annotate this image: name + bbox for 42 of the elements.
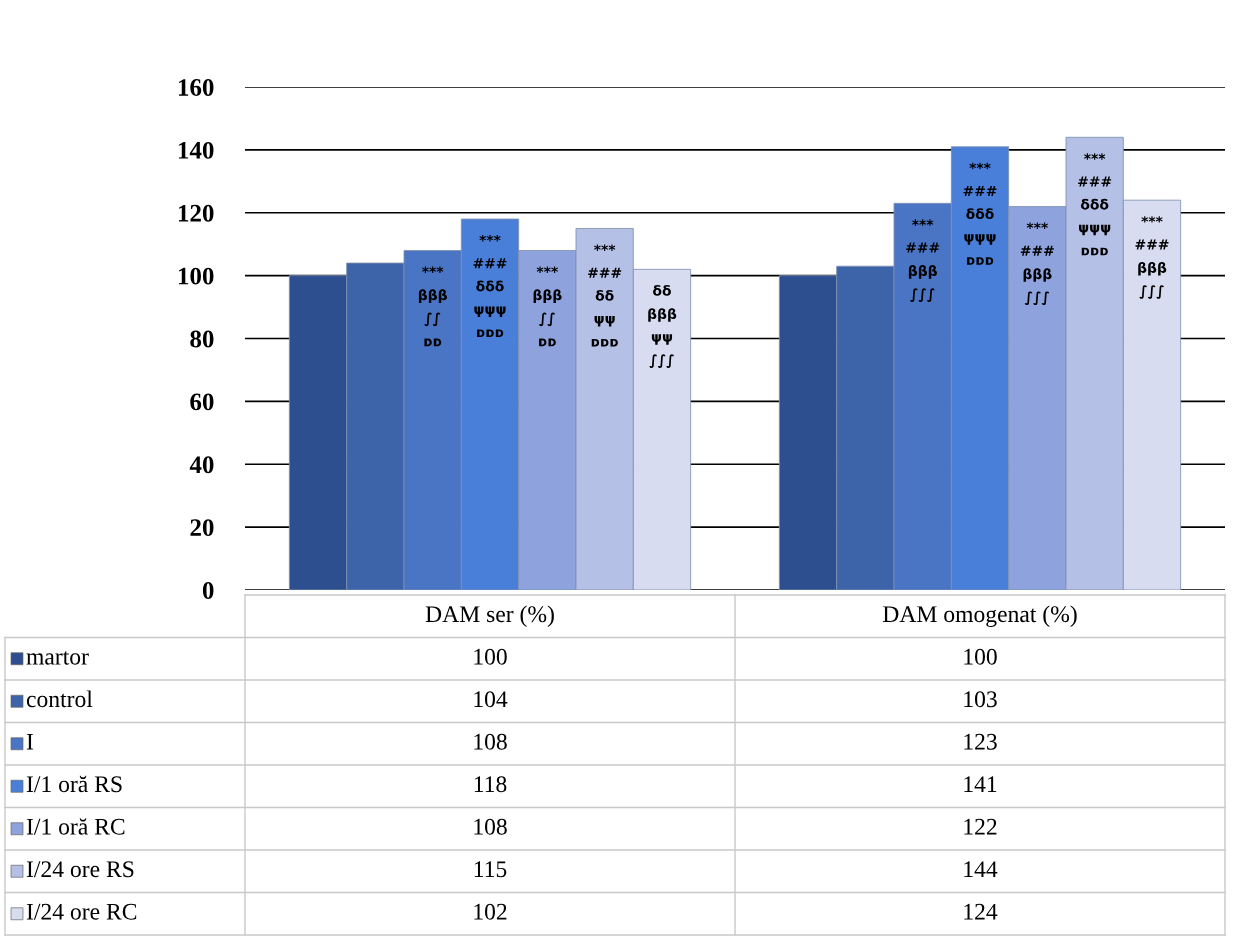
legend-label: I/1 oră RS [26, 775, 122, 793]
y-tick-label: 60 [190, 393, 214, 411]
data-label: 104 [474, 691, 508, 708]
legend-label: control [26, 690, 93, 708]
y-tick-label: 20 [190, 519, 214, 537]
legend-label: I/24 ore RS [26, 861, 134, 878]
x-tick-label: DAM ser (%) [425, 605, 554, 627]
data-label: 124 [964, 903, 998, 920]
data-label: 115 [474, 861, 507, 878]
legend-label: I [26, 733, 34, 750]
text: *** ### βββ ∫∫∫ [1135, 216, 1169, 299]
data-label: 108 [474, 818, 507, 835]
y-tick-label: 40 [189, 456, 214, 474]
y-tick-label: 160 [178, 79, 214, 96]
text: *** ### δδδ ψψψ ᴅᴅᴅ [1078, 153, 1112, 256]
data-label: 102 [474, 903, 507, 920]
annotation: *** βββ ∫∫ ᴅᴅ [418, 266, 447, 347]
text: *** ### δδ ψψ ᴅᴅᴅ [588, 244, 622, 347]
x-tick-label: DAM omogenat (%) [882, 605, 1077, 627]
legend-label: I/24 ore RC [26, 903, 137, 920]
y-tick-label: 140 [178, 141, 214, 159]
data-label: 144 [964, 861, 998, 877]
y-tick-label: 80 [190, 330, 214, 348]
legend-label: I/1 oră RC [26, 818, 125, 835]
annotation: δδ βββ ψψ ∫∫∫ [648, 284, 677, 368]
data-label: 141 [964, 776, 997, 792]
data-label: 123 [964, 733, 997, 750]
annotation: *** βββ ∫∫ ᴅᴅ [533, 266, 562, 347]
text: *** ### δδδ ψψψ ᴅᴅᴅ [963, 162, 997, 265]
data-label: 118 [474, 776, 507, 793]
data-label: 122 [964, 818, 997, 835]
data-label: 100 [964, 648, 997, 665]
text: *** ### δδδ ψψψ ᴅᴅᴅ [473, 235, 507, 338]
legend-label: martor [26, 651, 89, 665]
data-label: 100 [474, 648, 507, 665]
y-tick-label: 0 [202, 582, 214, 599]
data-label: 108 [474, 733, 507, 750]
text: *** ### βββ ∫∫∫ [1020, 222, 1054, 306]
y-tick-label: 100 [178, 267, 214, 285]
text: *** ### βββ ∫∫∫ [906, 219, 940, 302]
y-tick-label: 120 [178, 204, 214, 222]
data-label: 103 [964, 691, 997, 708]
